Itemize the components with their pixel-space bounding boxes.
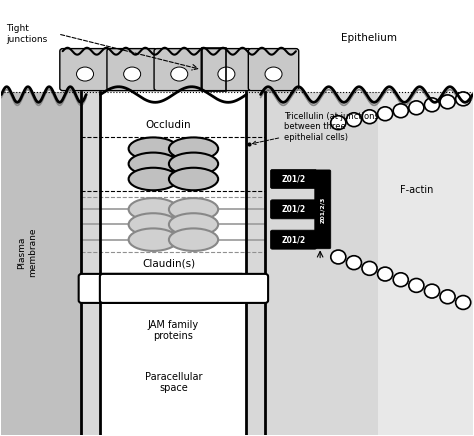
Text: Tricellulin (at junctions
between three
epithelial cells): Tricellulin (at junctions between three … (253, 112, 379, 144)
Circle shape (378, 107, 392, 121)
Circle shape (362, 110, 377, 124)
Circle shape (378, 267, 392, 281)
Circle shape (456, 296, 471, 310)
Ellipse shape (169, 137, 218, 160)
Ellipse shape (76, 67, 93, 81)
Ellipse shape (169, 228, 218, 251)
Ellipse shape (128, 137, 178, 160)
Ellipse shape (218, 67, 235, 81)
FancyBboxPatch shape (100, 274, 268, 303)
FancyBboxPatch shape (248, 48, 299, 91)
Circle shape (409, 101, 424, 115)
Bar (265, 92, 473, 435)
Ellipse shape (171, 67, 188, 81)
Ellipse shape (128, 153, 178, 175)
Ellipse shape (128, 198, 178, 221)
Text: Z01/2: Z01/2 (282, 205, 306, 214)
FancyBboxPatch shape (201, 48, 252, 91)
FancyBboxPatch shape (79, 274, 245, 303)
Text: Z01/2: Z01/2 (282, 174, 306, 184)
Circle shape (409, 279, 424, 293)
Ellipse shape (265, 67, 282, 81)
Circle shape (362, 262, 377, 275)
FancyBboxPatch shape (60, 48, 110, 91)
Circle shape (331, 116, 346, 129)
Text: Z01/2/3: Z01/2/3 (320, 196, 325, 222)
Ellipse shape (128, 168, 178, 190)
Bar (1, 1, 473, 92)
Bar (1, 92, 82, 435)
Text: Claudin(s): Claudin(s) (142, 259, 195, 269)
Ellipse shape (128, 228, 178, 251)
FancyBboxPatch shape (271, 200, 317, 219)
Text: JAM family
proteins: JAM family proteins (148, 320, 199, 341)
Text: F-actin: F-actin (400, 185, 433, 195)
Text: Occludin: Occludin (146, 120, 191, 130)
Circle shape (456, 92, 471, 106)
Circle shape (440, 95, 455, 109)
FancyBboxPatch shape (271, 230, 317, 249)
Ellipse shape (169, 198, 218, 221)
FancyBboxPatch shape (271, 170, 317, 188)
Bar (246, 92, 265, 435)
Text: Tight
junctions: Tight junctions (6, 24, 47, 44)
Circle shape (331, 250, 346, 264)
FancyBboxPatch shape (315, 170, 331, 249)
Ellipse shape (169, 213, 218, 236)
Text: Epithelium: Epithelium (341, 33, 397, 43)
Circle shape (393, 104, 408, 118)
Circle shape (346, 113, 362, 126)
Text: Paracellular
space: Paracellular space (145, 372, 202, 393)
Text: Z01/2: Z01/2 (282, 235, 306, 244)
Ellipse shape (169, 168, 218, 190)
FancyBboxPatch shape (154, 48, 204, 91)
Circle shape (424, 284, 439, 298)
Bar (378, 92, 473, 435)
Circle shape (346, 256, 362, 269)
Ellipse shape (128, 213, 178, 236)
FancyBboxPatch shape (107, 48, 157, 91)
Ellipse shape (169, 153, 218, 175)
Circle shape (424, 98, 439, 112)
Ellipse shape (124, 67, 141, 81)
Circle shape (393, 273, 408, 286)
Bar (82, 92, 100, 435)
Circle shape (440, 290, 455, 304)
Text: Plasma
membrane: Plasma membrane (18, 228, 37, 277)
Bar (100, 92, 246, 435)
